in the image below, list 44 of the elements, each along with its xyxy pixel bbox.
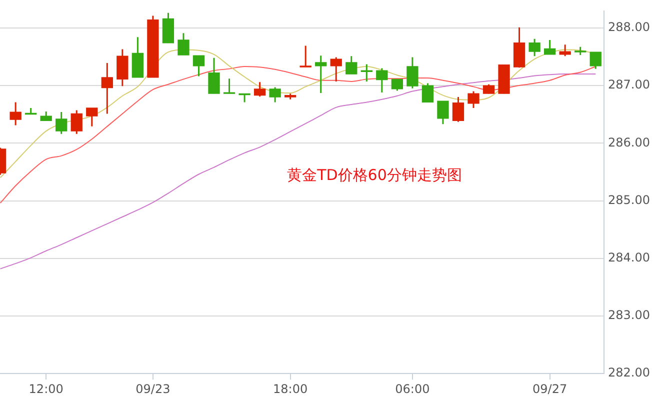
x-tick-label: 09/23: [136, 382, 170, 396]
y-tick-label: 287.00: [608, 78, 650, 92]
candlestick: [376, 67, 388, 94]
candlestick: [406, 56, 418, 90]
candlestick: [482, 84, 495, 94]
y-tick-label: 285.00: [608, 192, 650, 207]
candlestick: [178, 32, 190, 56]
candlestick: [437, 100, 449, 125]
candlestick: [40, 110, 52, 122]
candlestick: [330, 56, 342, 82]
candlestick: [360, 63, 372, 82]
y-tick-label: 284.00: [608, 250, 650, 264]
candlestick: [10, 101, 22, 126]
y-tick-label: 288.00: [608, 20, 650, 34]
candlestick: [391, 78, 403, 92]
candlestick: [86, 107, 98, 128]
candlestick: [101, 62, 113, 115]
candlestick: [208, 57, 220, 94]
candlestick: [300, 45, 312, 68]
candlestick: [528, 38, 540, 57]
line-series: [0, 74, 596, 270]
candlestick: [223, 78, 236, 94]
text: 黄金TD价格60分钟走势图: [287, 166, 462, 184]
candlestick: [422, 82, 434, 103]
x-tick-label: 09/27: [532, 382, 568, 396]
y-tick-label: 282.00: [608, 366, 650, 380]
x-tick-label: 12:00: [28, 382, 64, 396]
candlestick: [559, 44, 571, 57]
candlestick: [70, 110, 82, 135]
candlestick: [315, 54, 327, 94]
candlestick: [56, 111, 68, 135]
y-tick-label: 286.00: [608, 135, 650, 150]
candlestick: [116, 48, 128, 87]
candlestick: [468, 90, 480, 109]
x-tick-label: 18:00: [273, 382, 308, 396]
y-tick-label: 283.00: [608, 308, 650, 322]
x-tick-label: 06:00: [395, 382, 430, 396]
candlestick: [269, 86, 281, 103]
candlestick: [590, 51, 602, 70]
candlestick: [254, 81, 266, 98]
candlestick: [452, 96, 464, 123]
candlestick: [544, 39, 556, 56]
candlestick: [346, 55, 358, 75]
candlestick: [192, 54, 205, 78]
